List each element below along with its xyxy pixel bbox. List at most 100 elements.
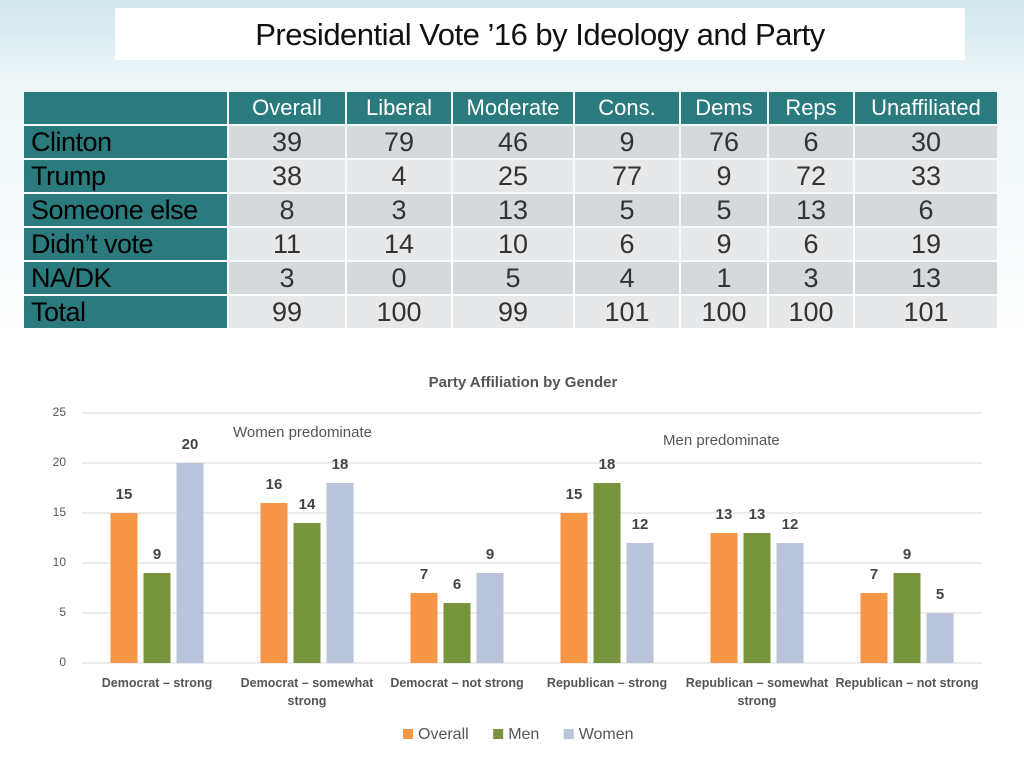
table-cell: 10 — [453, 228, 573, 260]
x-tick-label: Republican – not strong — [835, 676, 979, 690]
legend-swatch — [493, 729, 504, 739]
bar — [410, 593, 438, 663]
annotation: Women predominate — [233, 424, 372, 441]
bar — [893, 573, 921, 663]
table-cell: 14 — [347, 228, 451, 260]
table-cell: 13 — [855, 262, 997, 294]
table-row: Clinton 39 79 46 9 76 6 30 — [24, 126, 997, 158]
table-cell: 100 — [347, 296, 451, 328]
data-label: 20 — [182, 436, 199, 453]
table-cell: 100 — [769, 296, 853, 328]
header-cell: Liberal — [347, 92, 451, 124]
table-cell: 6 — [575, 228, 679, 260]
legend-swatch — [563, 729, 574, 739]
table-row: Someone else 8 3 13 5 5 13 6 — [24, 194, 997, 226]
row-label: NA/DK — [24, 262, 227, 294]
data-label: 13 — [749, 506, 766, 523]
header-cell: Dems — [681, 92, 767, 124]
bar — [776, 543, 804, 663]
x-tick-label: Republican – somewhat strong — [685, 676, 829, 708]
row-label: Clinton — [24, 126, 227, 158]
x-tick-label: Democrat – not strong — [390, 676, 524, 690]
table-cell: 3 — [769, 262, 853, 294]
annotation: Men predominate — [663, 432, 780, 449]
chart-title: Party Affiliation by Gender — [429, 374, 618, 391]
y-tick-label: 15 — [53, 505, 67, 519]
header-cell: Unaffiliated — [855, 92, 997, 124]
bar — [593, 483, 621, 663]
data-label: 7 — [420, 566, 428, 583]
table-cell: 30 — [855, 126, 997, 158]
table-cell: 1 — [681, 262, 767, 294]
data-label: 16 — [266, 476, 283, 493]
bar — [143, 573, 171, 663]
data-label: 13 — [716, 506, 733, 523]
table-cell: 101 — [855, 296, 997, 328]
data-label: 7 — [870, 566, 878, 583]
bar — [560, 513, 588, 663]
data-label: 6 — [453, 576, 461, 593]
data-label: 9 — [486, 546, 494, 563]
table-cell: 99 — [453, 296, 573, 328]
data-label: 12 — [782, 516, 799, 533]
vote-table: Overall Liberal Moderate Cons. Dems Reps Unaff… — [22, 90, 999, 330]
bar — [110, 513, 138, 663]
table-row: Trump 38 4 25 77 9 72 33 — [24, 160, 997, 192]
table-cell: 76 — [681, 126, 767, 158]
table-cell: 6 — [769, 126, 853, 158]
table-cell: 9 — [575, 126, 679, 158]
table-cell: 25 — [453, 160, 573, 192]
table-cell: 101 — [575, 296, 679, 328]
bar — [743, 533, 771, 663]
table-cell: 9 — [681, 160, 767, 192]
data-label: 15 — [116, 486, 133, 503]
data-label: 18 — [332, 456, 349, 473]
row-label: Trump — [24, 160, 227, 192]
data-label: 18 — [599, 456, 616, 473]
legend-label: Overall — [418, 726, 469, 743]
bar — [926, 613, 954, 663]
table-cell: 0 — [347, 262, 451, 294]
bar — [260, 503, 288, 663]
table-cell: 11 — [229, 228, 345, 260]
legend-swatch — [403, 729, 413, 739]
x-tick-label: Democrat – strong — [101, 676, 213, 690]
header-cell — [24, 92, 227, 124]
table-cell: 3 — [347, 194, 451, 226]
table-cell: 9 — [681, 228, 767, 260]
slide-title: Presidential Vote ’16 by Ideology and Pa… — [115, 8, 965, 60]
table-cell: 39 — [229, 126, 345, 158]
table-cell: 72 — [769, 160, 853, 192]
table-cell: 33 — [855, 160, 997, 192]
table-cell: 6 — [769, 228, 853, 260]
table-cell: 8 — [229, 194, 345, 226]
table-cell: 99 — [229, 296, 345, 328]
y-tick-label: 25 — [53, 405, 67, 419]
data-label: 14 — [299, 496, 316, 513]
bar — [293, 523, 321, 663]
bar — [476, 573, 504, 663]
bar — [626, 543, 654, 663]
data-label: 15 — [566, 486, 583, 503]
x-tick-label: Republican – strong — [546, 676, 668, 690]
table-cell: 4 — [347, 160, 451, 192]
header-cell: Overall — [229, 92, 345, 124]
table-cell: 79 — [347, 126, 451, 158]
table-cell: 13 — [453, 194, 573, 226]
y-tick-label: 10 — [53, 555, 67, 569]
table-row: NA/DK 3 0 5 4 1 3 13 — [24, 262, 997, 294]
table-cell: 100 — [681, 296, 767, 328]
bar — [710, 533, 738, 663]
y-tick-label: 0 — [59, 655, 66, 669]
table-cell: 5 — [575, 194, 679, 226]
data-label: 12 — [632, 516, 649, 533]
bar — [326, 483, 354, 663]
legend-label: Women — [579, 726, 634, 743]
table-cell: 38 — [229, 160, 345, 192]
bar — [443, 603, 471, 663]
table-cell: 3 — [229, 262, 345, 294]
data-label: 5 — [936, 586, 944, 603]
table-cell: 5 — [453, 262, 573, 294]
